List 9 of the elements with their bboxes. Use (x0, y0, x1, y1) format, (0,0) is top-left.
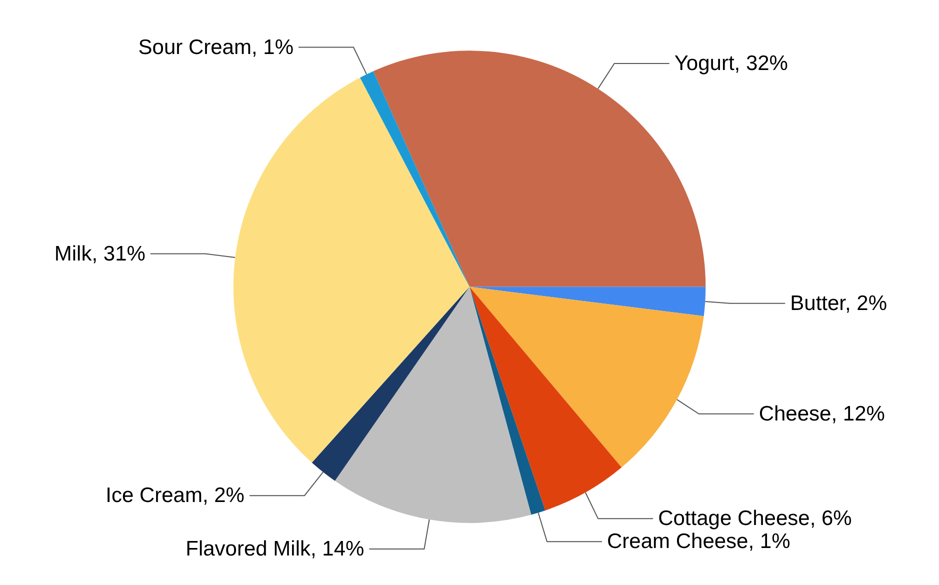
slice-label: Cottage Cheese, 6% (658, 507, 852, 530)
slice-label: Yogurt, 32% (674, 52, 788, 76)
slice-label: Flavored Milk, 14% (186, 538, 364, 561)
slice-label: Cream Cheese, 1% (607, 530, 790, 554)
slice-label: Milk, 31% (54, 242, 146, 266)
slice-label: Butter, 2% (790, 292, 888, 315)
slice-label: Ice Cream, 2% (106, 484, 244, 508)
slice-label: Sour Cream, 1% (138, 36, 294, 59)
slice-label: Cheese, 12% (758, 402, 885, 426)
